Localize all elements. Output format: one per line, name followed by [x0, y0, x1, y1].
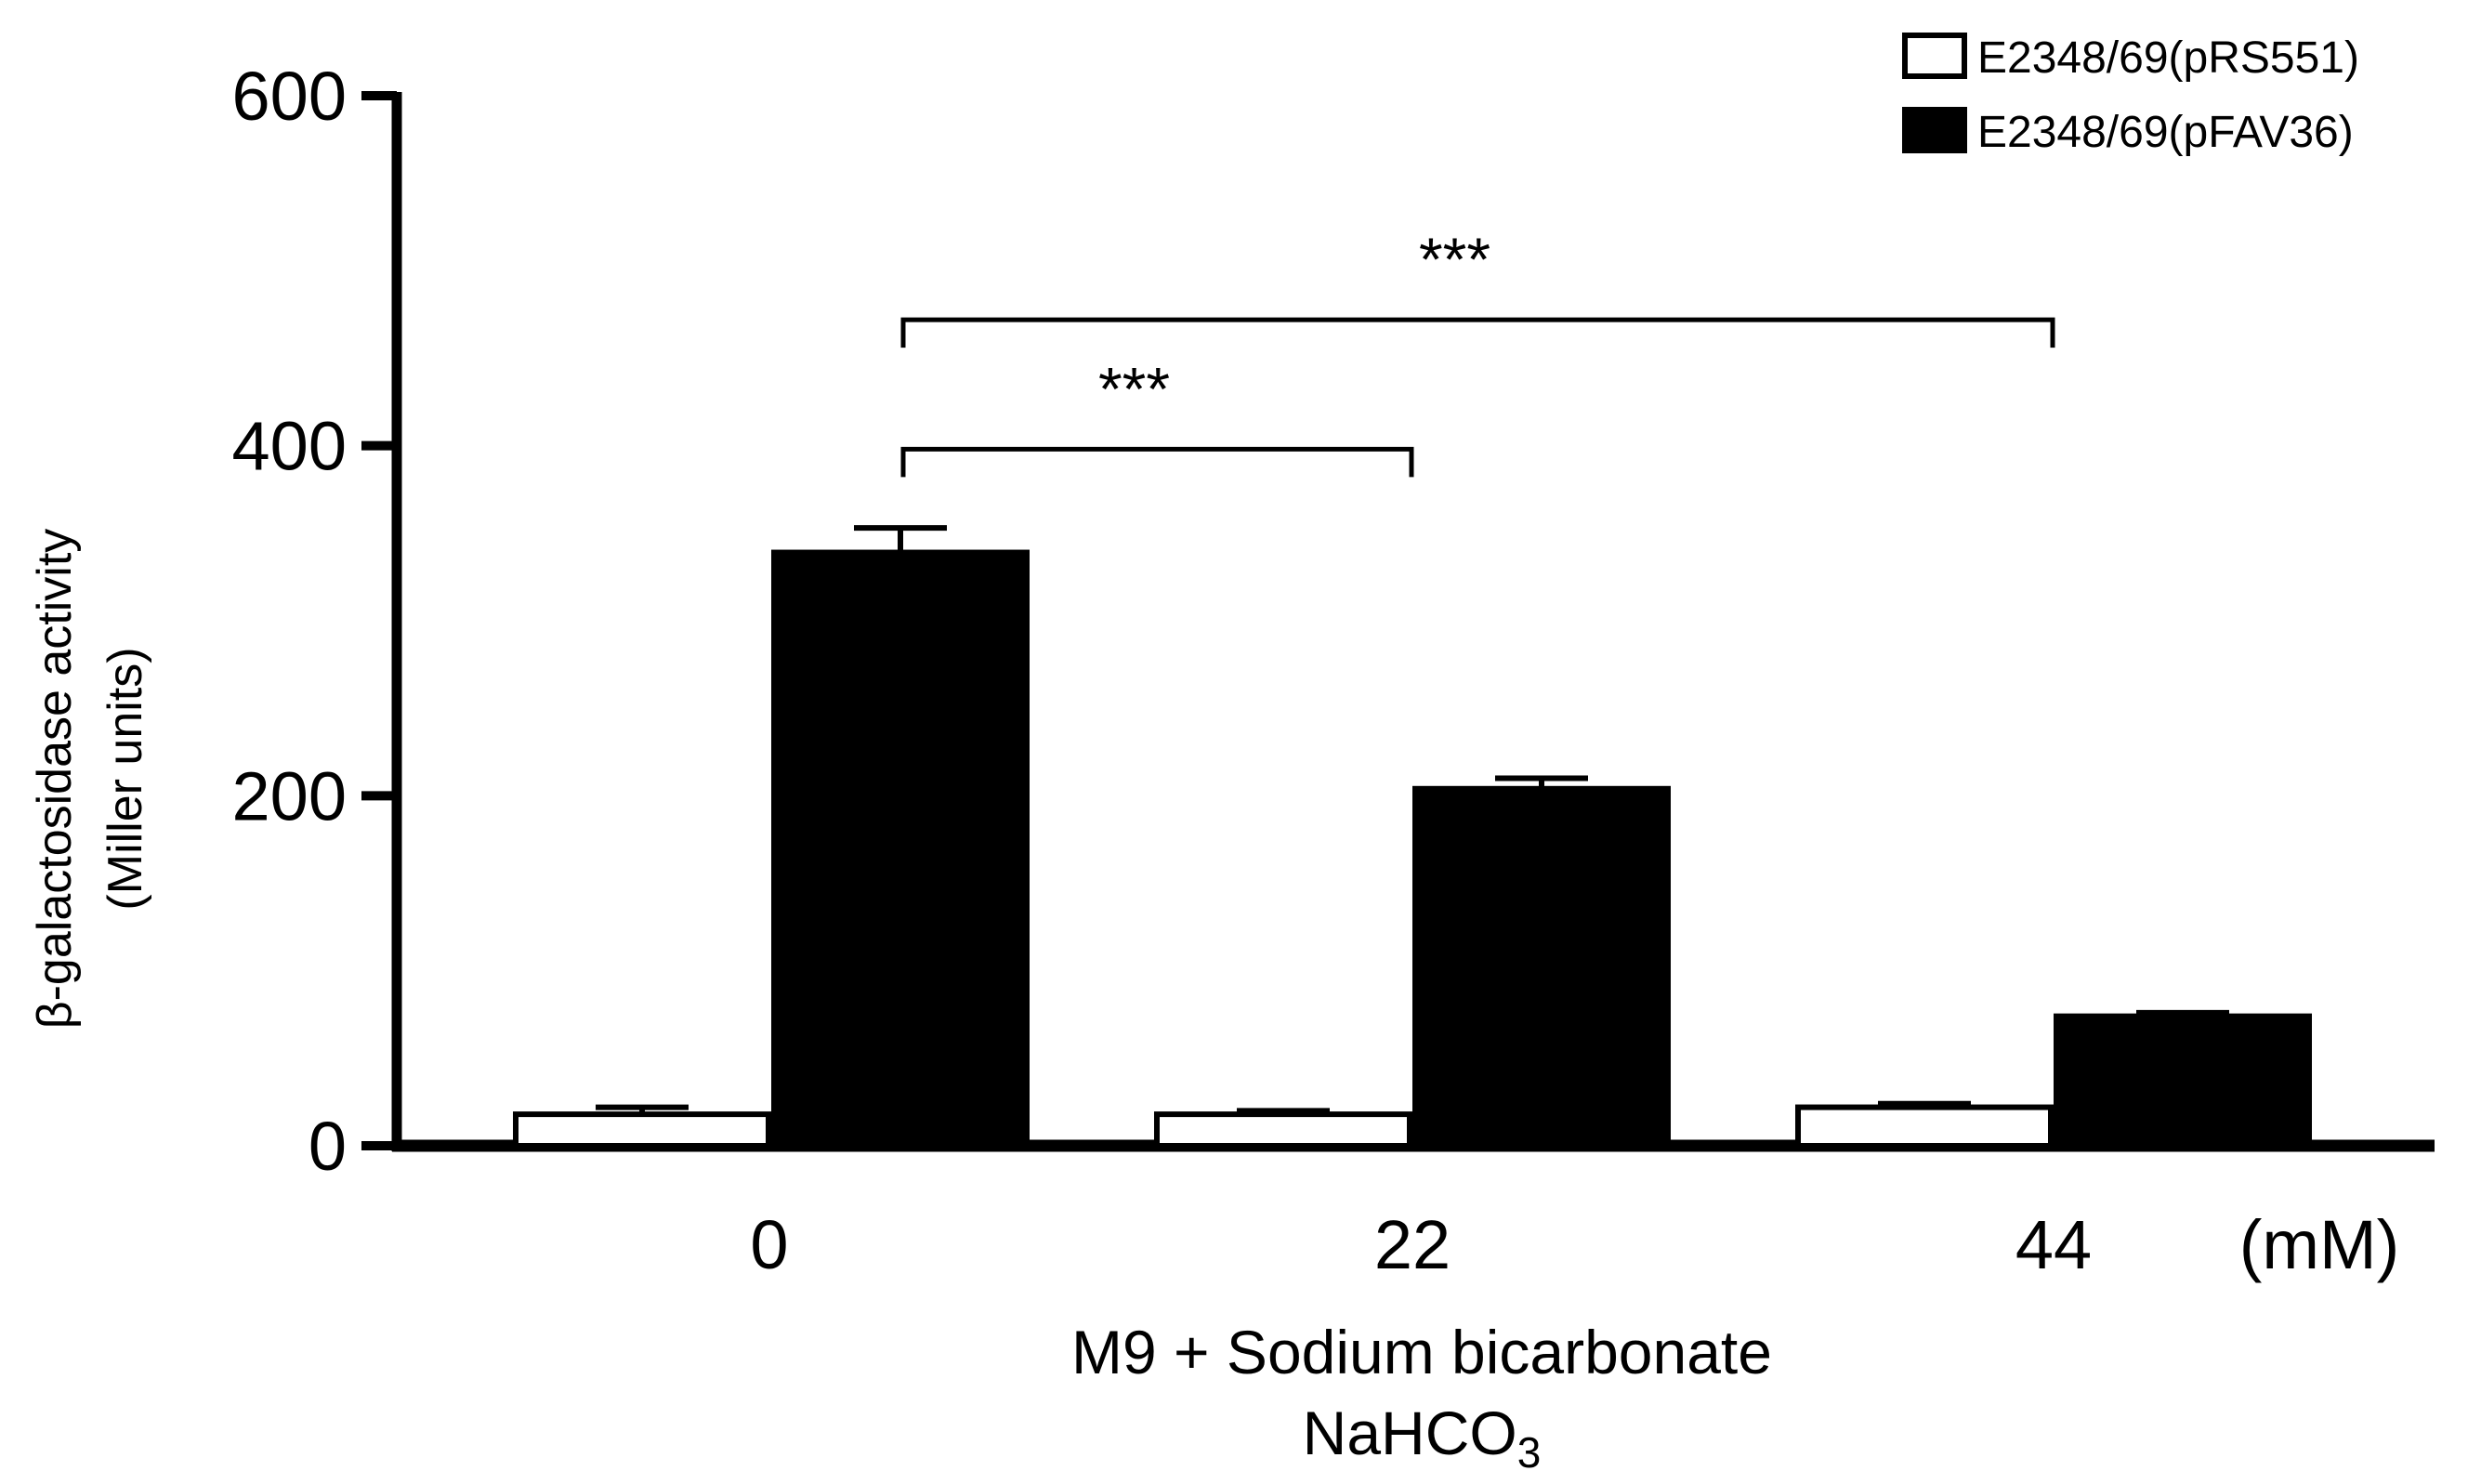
- legend: E2348/69(pRS551) E2348/69(pFAV36): [1902, 33, 2359, 157]
- significance-label-1: ***: [1419, 225, 1490, 294]
- y-axis-title: β-galactosidase activity (Miller units): [28, 529, 152, 1030]
- y-tick-label-1: 200: [232, 757, 347, 834]
- y-tick-label-0: 0: [308, 1108, 347, 1185]
- legend-swatch-0: [1902, 33, 1967, 79]
- significance-label-0: ***: [1098, 354, 1170, 423]
- x-axis-title-line-1: M9 + Sodium bicarbonate: [1071, 1318, 1772, 1386]
- bar-0-2: [1795, 1104, 2054, 1149]
- y-axis-title-line-1: β-galactosidase activity: [28, 529, 82, 1030]
- y-tick-label-3: 600: [232, 58, 347, 135]
- y-tick-label-2: 400: [232, 408, 347, 485]
- bar-1-1: [1412, 785, 1671, 1149]
- x-tick-label-0: 0: [750, 1206, 788, 1283]
- bar-0-1: [1154, 1111, 1412, 1149]
- bars: [513, 525, 2312, 1149]
- bar-1-2: [2054, 1013, 2312, 1149]
- significance-bracket-1: [900, 317, 2055, 348]
- bar-0-0: [513, 1111, 771, 1149]
- significance-bracket-0: [900, 446, 1414, 478]
- legend-label-0: E2348/69(pRS551): [1977, 33, 2359, 83]
- x-tick-label-2: 44: [2015, 1206, 2092, 1283]
- legend-swatch-1: [1902, 107, 1967, 153]
- x-axis-title-formula: NaHCO: [1303, 1399, 1517, 1467]
- x-unit-label: (mM): [2239, 1206, 2400, 1283]
- bar-1-0: [771, 549, 1030, 1149]
- y-axis-title-line-2: (Miller units): [98, 647, 152, 910]
- x-tick-label-1: 22: [1374, 1206, 1451, 1283]
- significance-annotations: *** ***: [900, 225, 2055, 478]
- x-axis-title-line-2: NaHCO3: [1303, 1399, 1542, 1477]
- x-axis-title-subscript: 3: [1517, 1428, 1542, 1477]
- legend-label-1: E2348/69(pFAV36): [1977, 108, 2354, 157]
